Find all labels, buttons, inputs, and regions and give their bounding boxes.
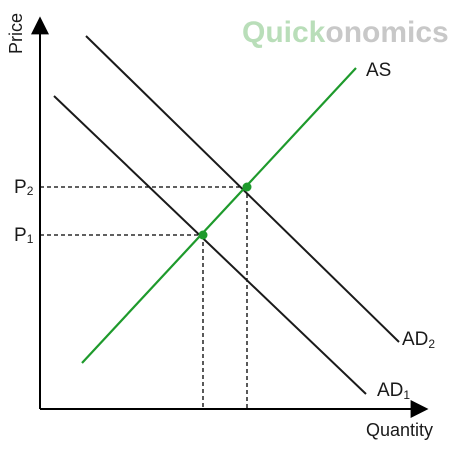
as-curve xyxy=(81,67,357,364)
p2-label: P2 xyxy=(14,177,34,198)
equilibrium-point-2 xyxy=(242,182,252,192)
p1-label: P1 xyxy=(14,225,34,246)
ad1-label: AD1 xyxy=(377,380,410,402)
equilibrium-point-1 xyxy=(198,230,208,240)
ad2-label-main: AD xyxy=(402,329,428,350)
ad2-label: AD2 xyxy=(402,329,435,351)
ad1-label-sub: 1 xyxy=(403,388,410,402)
p2-label-main: P xyxy=(14,177,27,198)
x-axis-title: Quantity xyxy=(366,420,433,440)
logo-part-quick: Quick xyxy=(242,16,326,49)
logo-part-onomics: onomics xyxy=(325,16,448,49)
p1-label-sub: 1 xyxy=(27,232,34,246)
p2-label-sub: 2 xyxy=(27,184,34,198)
ad1-curve xyxy=(53,95,367,395)
y-axis-title: Price xyxy=(6,13,26,54)
as-label: AS xyxy=(366,60,391,81)
p1-label-main: P xyxy=(14,225,27,246)
ad1-label-main: AD xyxy=(377,380,403,401)
ad2-label-sub: 2 xyxy=(428,337,435,351)
logo: Quickonomics xyxy=(242,16,449,49)
